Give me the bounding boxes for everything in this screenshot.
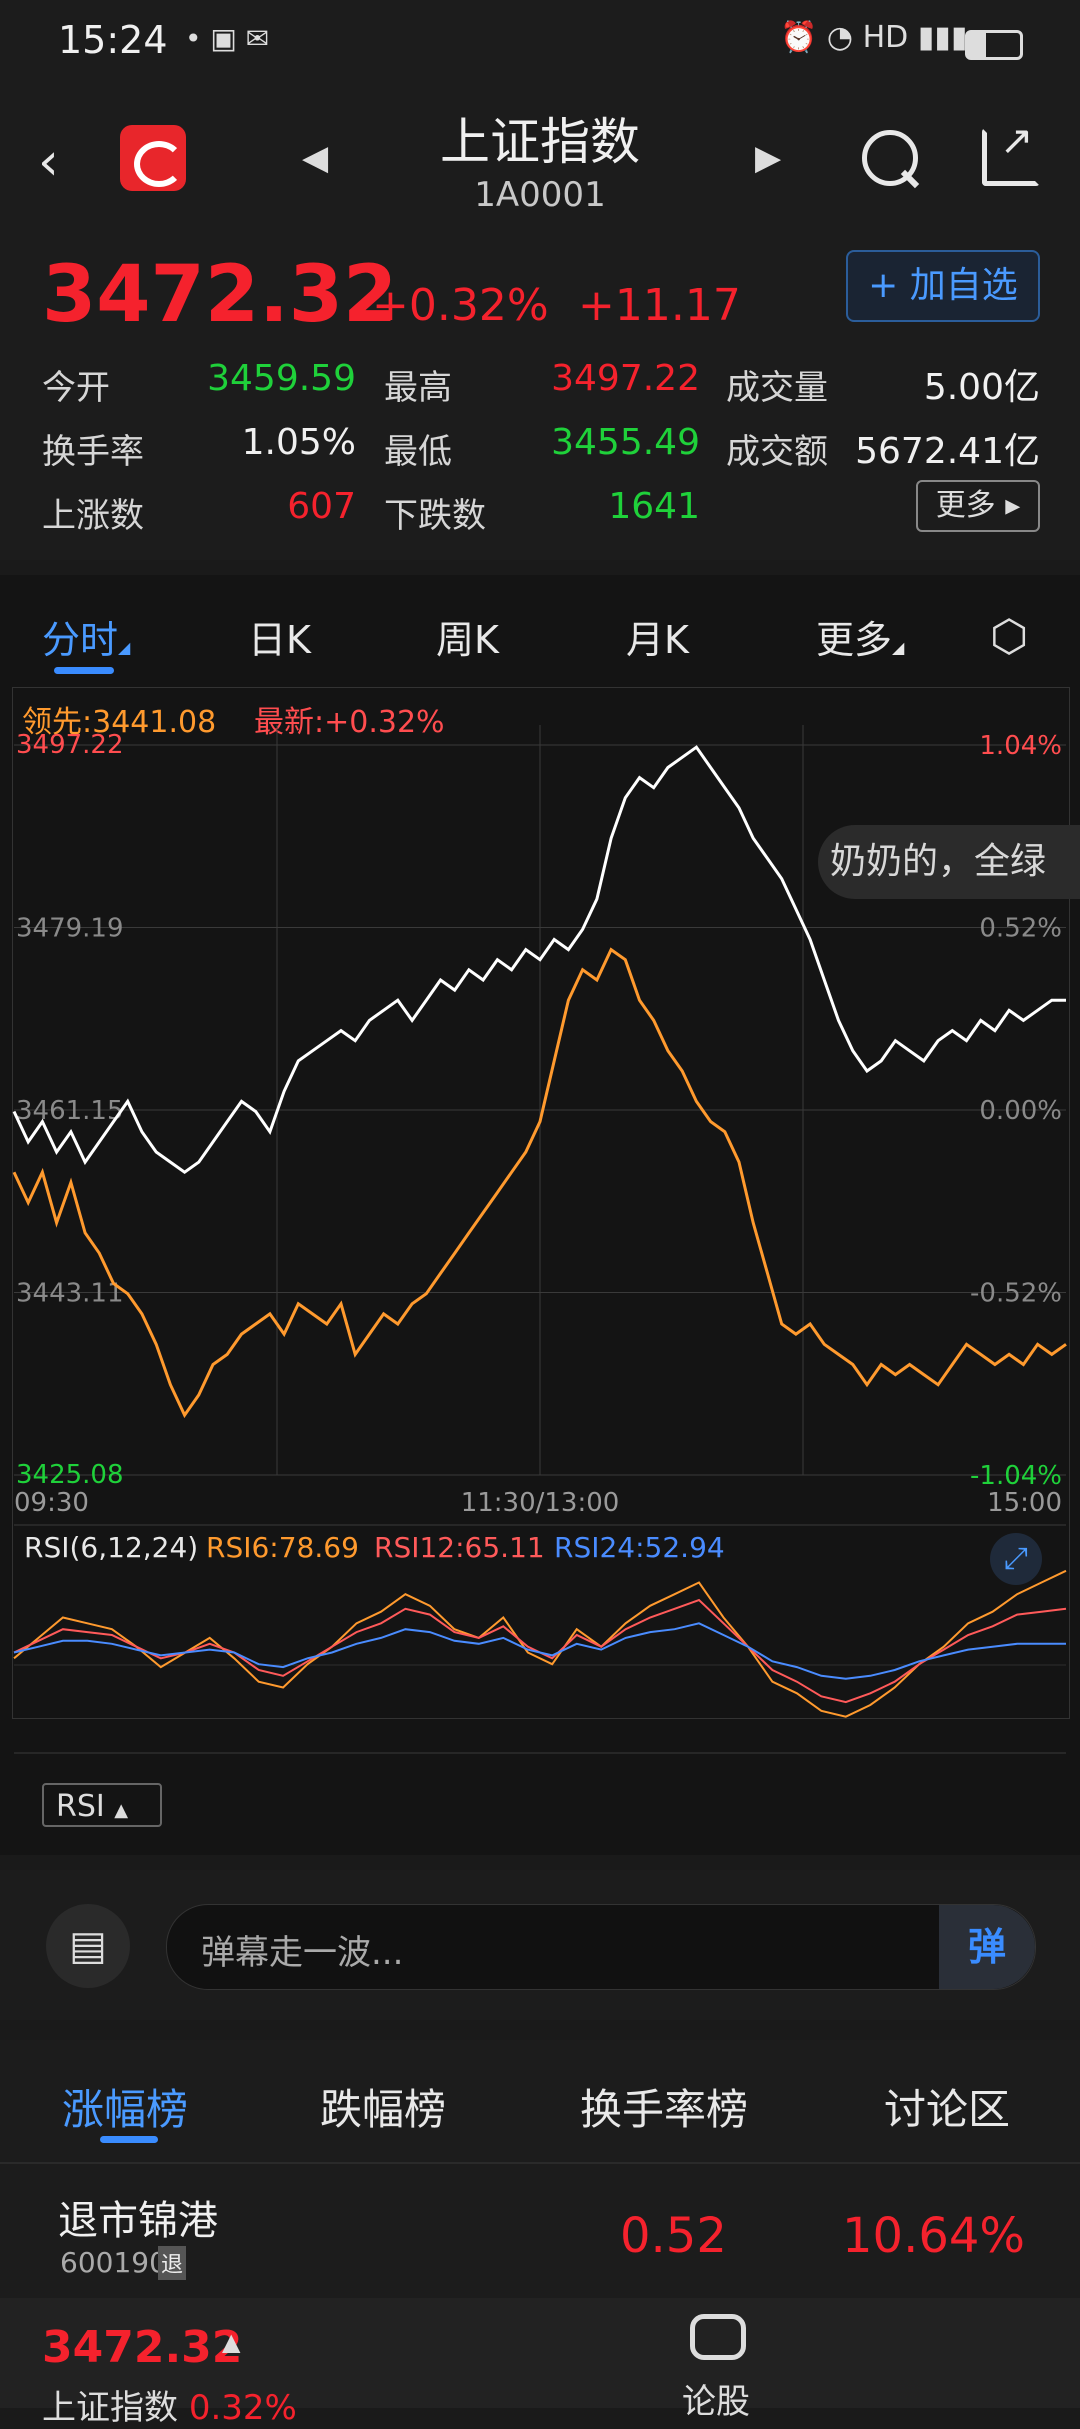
amount-value: 5672.41亿 bbox=[855, 431, 1040, 472]
y-tick-right: 0.00% bbox=[979, 1096, 1062, 1126]
rsi-line-RSI12 bbox=[13, 1598, 1067, 1704]
y-tick-right: 1.04% bbox=[979, 731, 1062, 761]
decliners-label: 下跌数 bbox=[384, 496, 486, 536]
share-arrow-icon: ↗ bbox=[1000, 118, 1034, 164]
discuss-icon[interactable] bbox=[690, 2314, 746, 2360]
open-label: 今开 bbox=[42, 368, 110, 408]
y-tick-right: 0.52% bbox=[979, 914, 1062, 944]
next-stock-icon[interactable]: ▶ bbox=[755, 138, 782, 178]
system-icons: ⏰ ◔ HD ▮▮▮ bbox=[780, 20, 968, 55]
bottom-price: 3472.32 bbox=[42, 2322, 243, 2373]
legend-latest: 最新:+0.32% bbox=[254, 705, 445, 740]
low-label: 最低 bbox=[384, 432, 452, 472]
rsi-line-RSI6 bbox=[13, 1569, 1067, 1718]
danmu-input[interactable]: 弹幕走一波... 弹 bbox=[166, 1904, 1036, 1990]
status-bar: 15:24 • ▣ ✉ ⏰ ◔ HD ▮▮▮ bbox=[0, 0, 1080, 80]
expand-icon[interactable]: ⤢ bbox=[990, 1533, 1042, 1585]
chart-panel: 分时◢ 日K 周K 月K 更多◢ ⬡ 领先:3441.08 最新:+0.32% … bbox=[0, 575, 1080, 1855]
danmu-bubble: 奶奶的，全绿 bbox=[818, 825, 1080, 899]
danmu-bar: ▤ 弹幕走一波... 弹 bbox=[0, 1870, 1080, 2020]
prev-stock-icon[interactable]: ◀ bbox=[302, 138, 329, 178]
high-label: 最高 bbox=[384, 368, 452, 408]
bottom-index-name: 上证指数 0.32% bbox=[42, 2388, 297, 2428]
plus-icon: + bbox=[868, 265, 899, 306]
rsi-legend-item: RSI24:52.94 bbox=[554, 1531, 725, 1564]
bottom-bar: 3472.32 ▲ 上证指数 0.32% 论股 bbox=[0, 2298, 1080, 2428]
notification-icons: • ▣ ✉ bbox=[185, 22, 270, 55]
chart-frame bbox=[12, 687, 1070, 1719]
quote-panel: 3472.32 +0.32% +11.17 + 加自选 今开 3459.59 最… bbox=[0, 240, 1080, 560]
y-tick-left: 3497.22 bbox=[16, 730, 124, 760]
danmu-settings-icon[interactable]: ▤ bbox=[46, 1904, 130, 1988]
series-line-最新 bbox=[12, 745, 1066, 1175]
tab-losers[interactable]: 跌幅榜 bbox=[320, 2085, 447, 2134]
tab-daily-k[interactable]: 日K bbox=[248, 618, 311, 662]
stock-code: 600190 bbox=[60, 2246, 167, 2279]
x-tick: 11:30/13:00 bbox=[461, 1488, 620, 1518]
y-tick-left: 3479.19 bbox=[16, 914, 124, 944]
table-row[interactable]: 退市锦港 600190 退 0.52 10.64% bbox=[0, 2166, 1080, 2296]
turnover-rate-label: 换手率 bbox=[42, 432, 144, 472]
y-tick-right: -0.52% bbox=[970, 1279, 1062, 1309]
volume-value: 5.00亿 bbox=[923, 367, 1040, 408]
turnover-rate-value: 1.05% bbox=[241, 422, 356, 463]
y-tick-left: 3443.11 bbox=[16, 1279, 124, 1309]
stock-name: 退市锦港 bbox=[58, 2198, 218, 2244]
share-icon[interactable] bbox=[982, 128, 1040, 186]
tab-weekly-k[interactable]: 周K bbox=[436, 618, 499, 662]
divider bbox=[0, 2162, 1080, 2164]
caret-up-icon: ▲ bbox=[114, 1800, 129, 1821]
back-icon[interactable]: ‹ bbox=[38, 132, 59, 192]
amount-label: 成交额 bbox=[726, 432, 828, 472]
stock-price: 0.52 bbox=[620, 2208, 727, 2264]
chevron-right-icon: ▸ bbox=[1005, 488, 1021, 523]
advancers-label: 上涨数 bbox=[42, 496, 144, 536]
tab-gainers[interactable]: 涨幅榜 bbox=[62, 2085, 189, 2134]
change-value: +11.17 bbox=[578, 280, 741, 331]
header: ‹ ◀ 上证指数 1A0001 ▶ ↗ bbox=[0, 80, 1080, 250]
legend-lead: 领先:3441.08 bbox=[22, 705, 217, 740]
battery-icon bbox=[965, 30, 1023, 60]
add-watchlist-button[interactable]: + 加自选 bbox=[846, 250, 1040, 322]
rsi-line-RSI24 bbox=[13, 1622, 1066, 1680]
tab-indicator bbox=[54, 667, 114, 674]
tab-discussion[interactable]: 讨论区 bbox=[884, 2085, 1011, 2134]
current-price: 3472.32 bbox=[42, 250, 398, 340]
rsi-legend-item: RSI12:65.11 bbox=[374, 1531, 545, 1564]
intraday-chart[interactable]: 3497.22 3479.19 3461.15 3443.11 3425.08 1.04%… bbox=[0, 575, 1080, 1755]
y-tick-right: -1.04% bbox=[970, 1461, 1062, 1491]
stock-code: 1A0001 bbox=[474, 175, 606, 215]
rank-tab-indicator bbox=[100, 2136, 158, 2143]
high-value: 3497.22 bbox=[551, 358, 700, 399]
x-tick: 15:00 bbox=[987, 1488, 1062, 1518]
low-value: 3455.49 bbox=[551, 422, 700, 463]
change-percent: +0.32% bbox=[372, 280, 549, 331]
app-logo-icon bbox=[120, 125, 186, 191]
indicator-selector[interactable]: RSI ▲ bbox=[42, 1783, 162, 1827]
decliners-value: 1641 bbox=[608, 486, 700, 527]
more-stats-button[interactable]: 更多 ▸ bbox=[916, 480, 1040, 532]
status-time: 15:24 bbox=[58, 18, 168, 62]
rsi-legend-item: RSI6:78.69 bbox=[206, 1531, 359, 1564]
volume-label: 成交量 bbox=[726, 368, 828, 408]
delisting-badge: 退 bbox=[158, 2246, 187, 2280]
caret-up-icon: ▲ bbox=[222, 2328, 241, 2356]
y-tick-left: 3425.08 bbox=[16, 1460, 124, 1490]
search-icon[interactable] bbox=[862, 130, 918, 186]
page-title: 上证指数 bbox=[440, 113, 640, 171]
tab-monthly-k[interactable]: 月K bbox=[626, 618, 689, 662]
stock-change-percent: 10.64% bbox=[842, 2208, 1026, 2264]
series-line-领先 bbox=[12, 947, 1067, 1419]
danmu-send-button[interactable]: 弹 bbox=[939, 1905, 1035, 1989]
chart-settings-icon[interactable]: ⬡ bbox=[990, 611, 1029, 662]
y-tick-left: 3461.15 bbox=[16, 1096, 124, 1126]
tab-more[interactable]: 更多◢ bbox=[816, 618, 905, 662]
tab-intraday[interactable]: 分时◢ bbox=[42, 618, 131, 662]
discuss-label[interactable]: 论股 bbox=[682, 2382, 750, 2422]
advancers-value: 607 bbox=[287, 486, 356, 527]
x-tick: 09:30 bbox=[14, 1488, 89, 1518]
rsi-title: RSI(6,12,24) bbox=[24, 1531, 198, 1564]
open-value: 3459.59 bbox=[207, 358, 356, 399]
tab-turnover[interactable]: 换手率榜 bbox=[580, 2085, 749, 2134]
